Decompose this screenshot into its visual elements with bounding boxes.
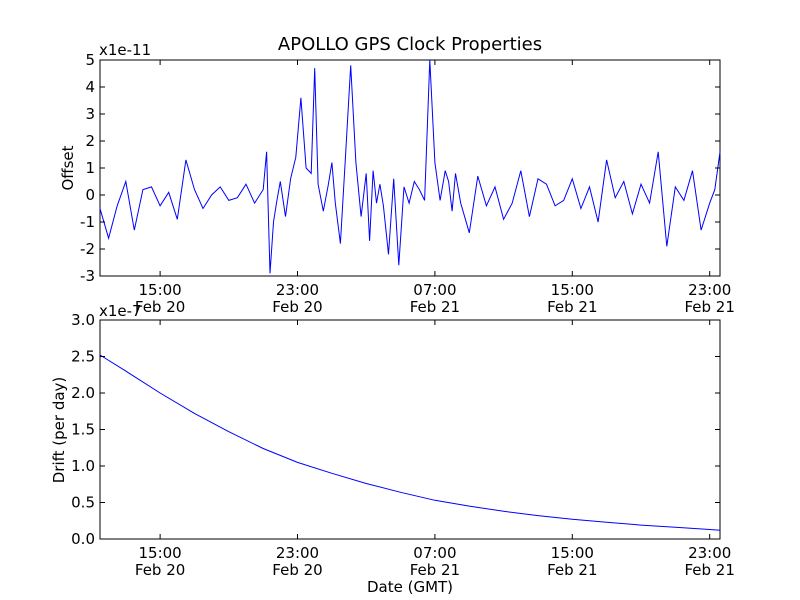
- drift-plot-frame: [99, 319, 721, 540]
- offset-y-tick-label: 4: [85, 78, 95, 96]
- offset-x-tick-date: Feb 20: [272, 298, 322, 316]
- drift-y-tick-label: 2.0: [71, 384, 95, 402]
- offset-plot-frame: [99, 59, 721, 277]
- offset-y-tick-label: 3: [85, 105, 95, 123]
- drift-panel: x1e-7 Drift (per day) Date (GMT) 0.0 0.5 1…: [50, 302, 735, 596]
- drift-x-tick-date: Feb 20: [272, 561, 322, 579]
- offset-x-tick-time: 23:00: [688, 281, 731, 299]
- offset-series-line: [99, 59, 721, 274]
- drift-y-axis-label: Drift (per day): [50, 377, 68, 484]
- drift-x-tick-time: 23:00: [688, 544, 731, 562]
- drift-y-tick-label: 3.0: [71, 311, 95, 329]
- drift-x-tick-date: Feb 21: [684, 561, 734, 579]
- offset-x-tick-date: Feb 21: [547, 298, 597, 316]
- offset-y-axis-label: Offset: [59, 145, 77, 190]
- drift-y-tick-label: 1.5: [71, 421, 95, 439]
- offset-y-multiplier: x1e-11: [99, 41, 151, 59]
- drift-y-tick-label: 1.0: [71, 457, 95, 475]
- figure-title: APOLLO GPS Clock Properties: [278, 34, 542, 55]
- offset-x-tick-date: Feb 20: [135, 298, 185, 316]
- offset-x-tick-time: 15:00: [551, 281, 594, 299]
- drift-x-tick-time: 15:00: [138, 544, 181, 562]
- offset-y-tick-label: -1: [80, 213, 95, 231]
- offset-y-tick-label: 5: [85, 51, 95, 69]
- drift-series-line: [99, 354, 721, 531]
- offset-y-tick-label: 1: [85, 159, 95, 177]
- drift-x-tick-date: Feb 20: [135, 561, 185, 579]
- offset-y-tick-label: 2: [85, 132, 95, 150]
- drift-x-tick-time: 15:00: [551, 544, 594, 562]
- drift-x-axis-label: Date (GMT): [367, 578, 453, 596]
- drift-y-tick-label: 0.5: [71, 494, 95, 512]
- offset-y-tick-label: -2: [80, 240, 95, 258]
- drift-x-tick-date: Feb 21: [410, 561, 460, 579]
- drift-x-tick-date: Feb 21: [547, 561, 597, 579]
- offset-x-tick-time: 07:00: [413, 281, 456, 299]
- offset-x-tick-time: 15:00: [138, 281, 181, 299]
- offset-y-tick-label: 0: [85, 186, 95, 204]
- drift-x-tick-time: 07:00: [413, 544, 456, 562]
- drift-y-tick-label: 0.0: [71, 530, 95, 548]
- drift-y-multiplier: x1e-7: [99, 302, 142, 320]
- drift-x-tick-time: 23:00: [276, 544, 319, 562]
- offset-x-tick-time: 23:00: [276, 281, 319, 299]
- offset-y-tick-label: -3: [80, 267, 95, 285]
- offset-x-tick-date: Feb 21: [684, 298, 734, 316]
- offset-x-tick-date: Feb 21: [410, 298, 460, 316]
- drift-y-tick-label: 2.5: [71, 348, 95, 366]
